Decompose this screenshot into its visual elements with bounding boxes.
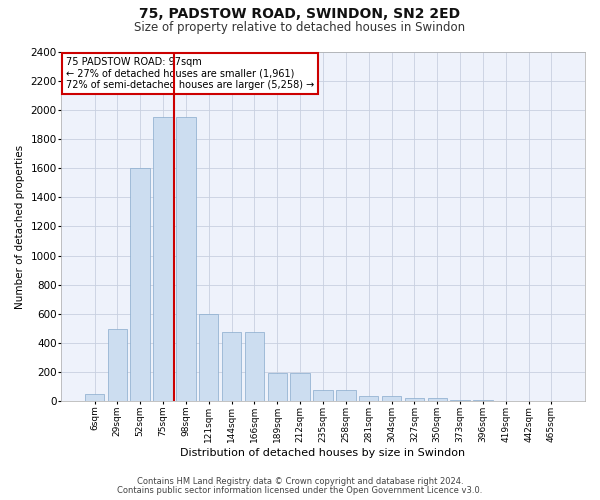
Bar — [451, 400, 470, 402]
Bar — [222, 332, 241, 402]
Bar — [519, 400, 538, 402]
Bar — [404, 398, 424, 402]
Bar — [85, 394, 104, 402]
Bar — [428, 398, 447, 402]
Bar — [130, 168, 150, 402]
Bar — [313, 390, 332, 402]
Bar — [107, 328, 127, 402]
Bar — [199, 314, 218, 402]
Bar — [154, 117, 173, 402]
Text: Contains public sector information licensed under the Open Government Licence v3: Contains public sector information licen… — [118, 486, 482, 495]
Text: 75 PADSTOW ROAD: 97sqm
← 27% of detached houses are smaller (1,961)
72% of semi-: 75 PADSTOW ROAD: 97sqm ← 27% of detached… — [66, 56, 314, 90]
Bar — [336, 390, 356, 402]
Bar — [496, 400, 515, 402]
Text: 75, PADSTOW ROAD, SWINDON, SN2 2ED: 75, PADSTOW ROAD, SWINDON, SN2 2ED — [139, 8, 461, 22]
Bar — [290, 373, 310, 402]
Bar — [176, 117, 196, 402]
Bar — [542, 400, 561, 402]
Bar — [382, 396, 401, 402]
X-axis label: Distribution of detached houses by size in Swindon: Distribution of detached houses by size … — [181, 448, 466, 458]
Bar — [245, 332, 264, 402]
Bar — [268, 373, 287, 402]
Y-axis label: Number of detached properties: Number of detached properties — [15, 144, 25, 308]
Text: Size of property relative to detached houses in Swindon: Size of property relative to detached ho… — [134, 21, 466, 34]
Bar — [359, 396, 379, 402]
Bar — [473, 400, 493, 402]
Text: Contains HM Land Registry data © Crown copyright and database right 2024.: Contains HM Land Registry data © Crown c… — [137, 477, 463, 486]
